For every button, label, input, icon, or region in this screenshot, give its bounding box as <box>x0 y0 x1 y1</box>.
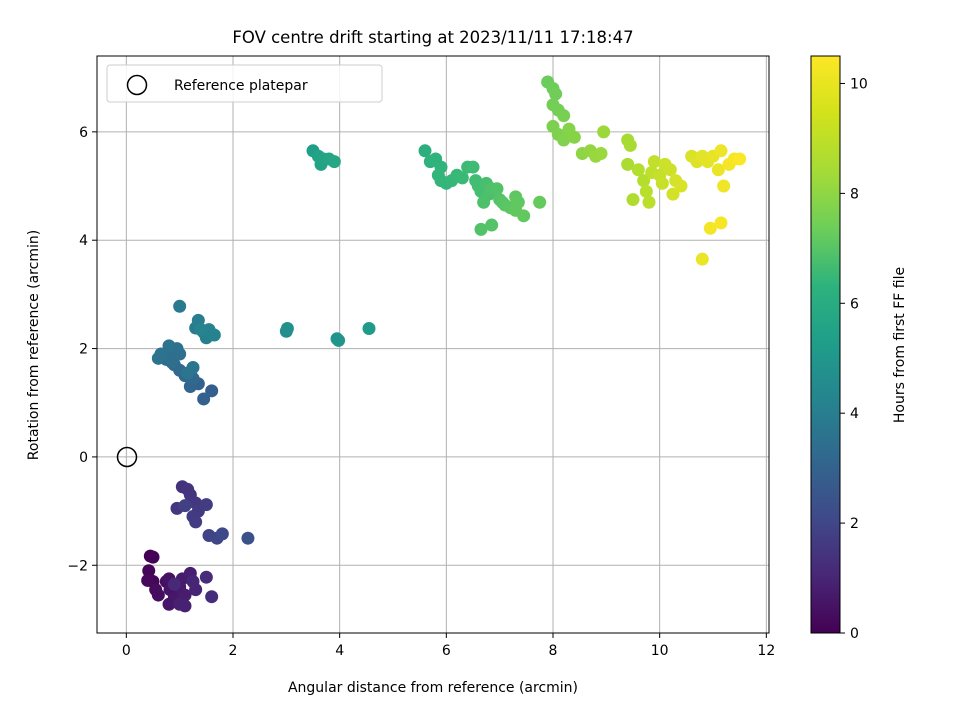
chart-title: FOV centre drift starting at 2023/11/11 … <box>232 28 633 47</box>
reference-marker <box>116 446 138 468</box>
colorbar-tick-label: 0 <box>850 626 859 642</box>
x-axis-label: Angular distance from reference (arcmin) <box>288 680 578 696</box>
data-point <box>199 498 213 512</box>
colorbar-tick-label: 4 <box>850 406 859 422</box>
data-point <box>280 322 294 336</box>
data-point <box>141 573 155 587</box>
data-point <box>474 222 488 236</box>
data-point <box>178 599 192 613</box>
x-tick-label: 6 <box>442 643 451 659</box>
data-point <box>181 366 195 380</box>
plot-frame <box>96 55 770 634</box>
data-point <box>623 138 637 152</box>
data-point <box>517 209 531 223</box>
data-point <box>332 333 346 347</box>
data-point <box>205 384 219 398</box>
colorbar-tick-label: 2 <box>850 516 859 532</box>
data-point <box>567 130 581 144</box>
y-tick-label: 0 <box>79 450 88 466</box>
data-point <box>207 328 221 342</box>
data-point <box>197 392 211 406</box>
data-point <box>327 155 341 169</box>
y-tick-label: 6 <box>79 125 88 141</box>
data-point <box>695 252 709 266</box>
data-point <box>711 163 725 177</box>
legend-label: Reference platepar <box>174 78 308 94</box>
data-point <box>167 577 181 591</box>
data-point <box>215 527 229 541</box>
data-point <box>362 322 376 336</box>
data-point <box>717 179 731 193</box>
data-point <box>418 144 432 158</box>
y-axis-label: Rotation from reference (arcmin) <box>26 230 42 460</box>
data-point <box>199 570 213 584</box>
colorbar: 0 2 4 6 8 10 Hours from first FF file <box>810 55 908 642</box>
x-tick-label: 10 <box>651 643 669 659</box>
data-point <box>151 588 165 602</box>
legend-box <box>106 64 383 103</box>
data-point <box>714 144 728 158</box>
data-point <box>637 174 651 188</box>
data-point <box>674 179 688 193</box>
x-tick-label: 8 <box>549 643 558 659</box>
x-tick-label: 0 <box>122 643 131 659</box>
x-tick-label: 12 <box>757 643 775 659</box>
data-point <box>703 221 717 235</box>
data-point <box>205 590 219 604</box>
data-point <box>663 163 677 177</box>
y-tick-label: −2 <box>67 558 88 574</box>
data-point <box>594 147 608 161</box>
data-point <box>178 499 192 513</box>
data-point <box>549 87 563 101</box>
data-point <box>642 195 656 209</box>
x-tick-label: 2 <box>229 643 238 659</box>
data-point <box>621 157 635 171</box>
colorbar-gradient <box>810 55 841 634</box>
data-point <box>142 564 156 578</box>
data-point <box>189 515 203 529</box>
y-tick-label: 2 <box>79 342 88 358</box>
x-tick-label: 4 <box>335 643 344 659</box>
data-point <box>533 195 547 209</box>
data-point <box>194 323 208 337</box>
data-point <box>241 531 255 545</box>
y-axis-ticks: −2 0 2 4 6 <box>67 125 97 574</box>
data-point <box>173 299 187 313</box>
data-point <box>597 125 611 139</box>
data-point <box>162 339 176 353</box>
data-points <box>141 75 747 613</box>
data-point <box>626 193 640 207</box>
data-point <box>655 176 669 190</box>
data-point <box>466 160 480 174</box>
data-point <box>146 550 160 564</box>
data-point <box>485 218 499 232</box>
data-point <box>714 216 728 230</box>
legend-marker <box>126 74 148 96</box>
data-point <box>477 195 491 209</box>
data-point <box>151 351 165 365</box>
data-point <box>631 163 645 177</box>
colorbar-tick-label: 8 <box>850 186 859 202</box>
colorbar-ticks: 0 2 4 6 8 10 <box>840 76 868 642</box>
y-tick-label: 4 <box>79 233 88 249</box>
data-point <box>557 133 571 147</box>
data-point <box>557 109 571 123</box>
data-point <box>666 187 680 201</box>
data-point <box>639 184 653 198</box>
data-point <box>165 355 179 369</box>
colorbar-tick-label: 6 <box>850 296 859 312</box>
grid-lines <box>97 56 769 633</box>
data-point <box>733 152 747 166</box>
data-point <box>186 575 200 589</box>
data-point <box>647 155 661 169</box>
x-axis-ticks: 0 2 4 6 8 10 12 <box>122 633 775 659</box>
legend: Reference platepar <box>106 64 383 103</box>
colorbar-label: Hours from first FF file <box>892 267 908 423</box>
data-point <box>455 171 469 185</box>
colorbar-tick-label: 10 <box>850 76 868 92</box>
data-point <box>490 182 504 196</box>
